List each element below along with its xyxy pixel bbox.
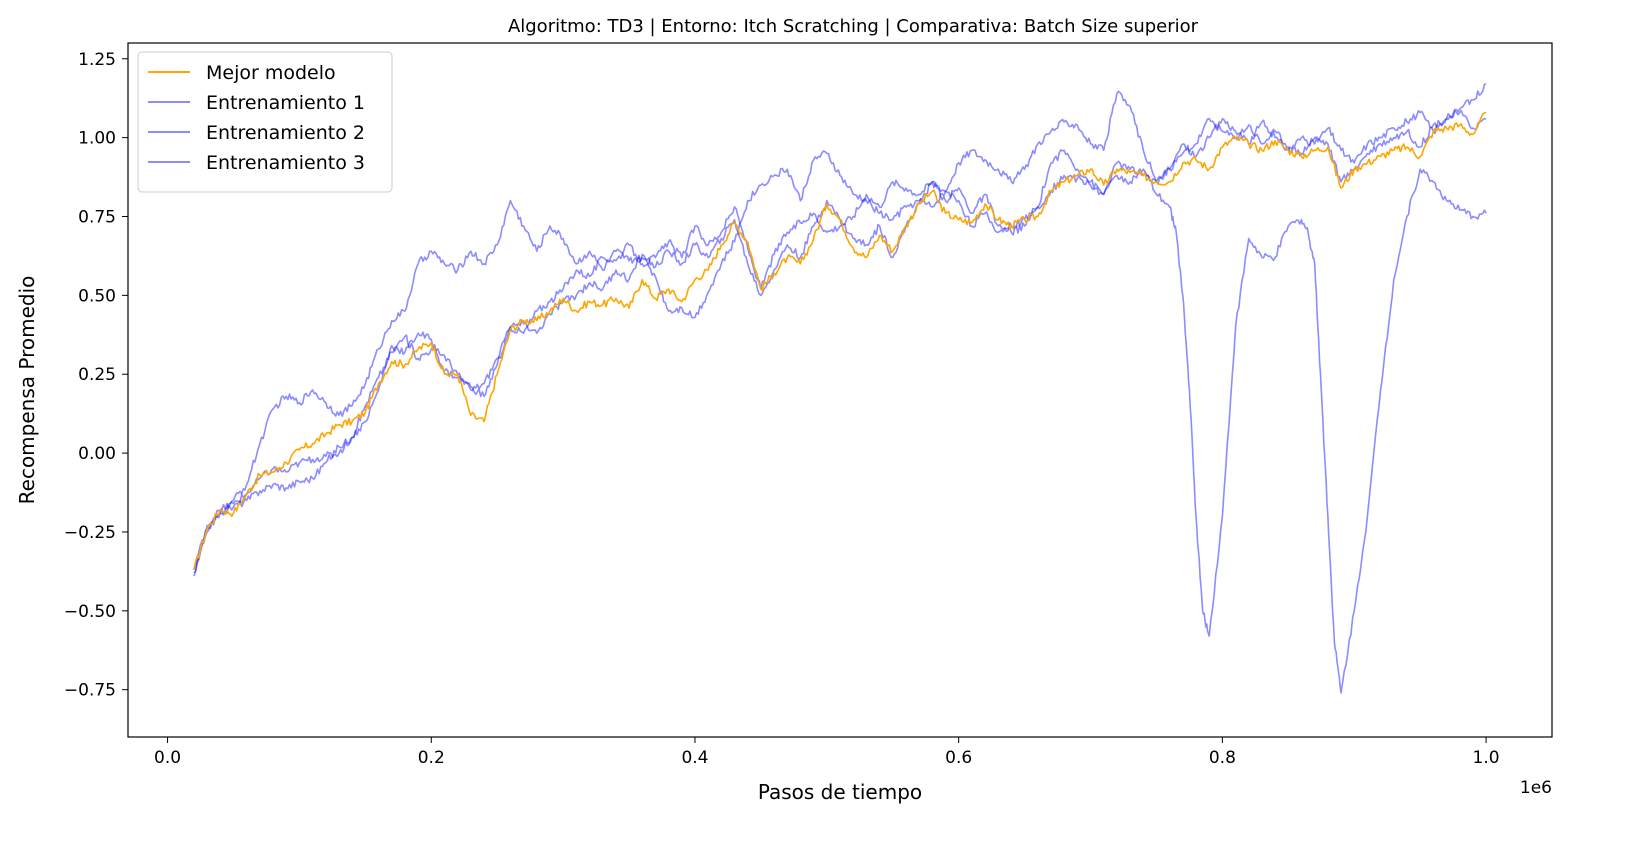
y-tick-label: 0.25 bbox=[78, 365, 116, 385]
x-offset-label: 1e6 bbox=[1520, 778, 1552, 798]
series-layer bbox=[193, 83, 1487, 694]
x-tick-label: 0.8 bbox=[1209, 748, 1236, 768]
y-tick-label: 0.75 bbox=[78, 208, 116, 228]
series-line-2 bbox=[193, 150, 1487, 694]
y-tick-label: −0.75 bbox=[64, 681, 116, 701]
y-axis-title: Recompensa Promedio bbox=[15, 276, 39, 505]
y-tick-label: 0.00 bbox=[78, 444, 116, 464]
series-line-1 bbox=[193, 111, 1487, 570]
x-tick-label: 1.0 bbox=[1473, 748, 1500, 768]
y-tick-label: 1.25 bbox=[78, 50, 116, 70]
y-tick-label: −0.50 bbox=[64, 602, 116, 622]
y-tick-label: −0.25 bbox=[64, 523, 116, 543]
plot-frame bbox=[127, 42, 1553, 738]
legend-label: Entrenamiento 2 bbox=[206, 122, 365, 144]
series-line-3 bbox=[193, 83, 1487, 577]
legend-label: Mejor modelo bbox=[206, 62, 336, 84]
x-tick-label: 0.0 bbox=[154, 748, 181, 768]
legend: Mejor modelo Entrenamiento 1 Entrenamiento… bbox=[137, 51, 393, 193]
x-tick-label: 0.6 bbox=[945, 748, 972, 768]
legend-label: Entrenamiento 1 bbox=[206, 92, 365, 114]
x-axis: 0.0 0.2 0.4 0.6 0.8 1.0 bbox=[154, 737, 1500, 768]
y-axis: −0.75 −0.50 −0.25 0.00 0.25 0.50 0.75 1.00 1.25 bbox=[64, 50, 128, 701]
legend-box bbox=[137, 51, 393, 193]
y-tick-label: 0.50 bbox=[78, 286, 116, 306]
chart-title: Algoritmo: TD3 | Entorno: Itch Scratchin… bbox=[508, 16, 1199, 37]
legend-label: Entrenamiento 3 bbox=[206, 152, 365, 174]
x-tick-label: 0.4 bbox=[681, 748, 708, 768]
y-tick-label: 1.00 bbox=[78, 129, 116, 149]
x-tick-label: 0.2 bbox=[418, 748, 445, 768]
x-axis-title: Pasos de tiempo bbox=[758, 780, 922, 804]
